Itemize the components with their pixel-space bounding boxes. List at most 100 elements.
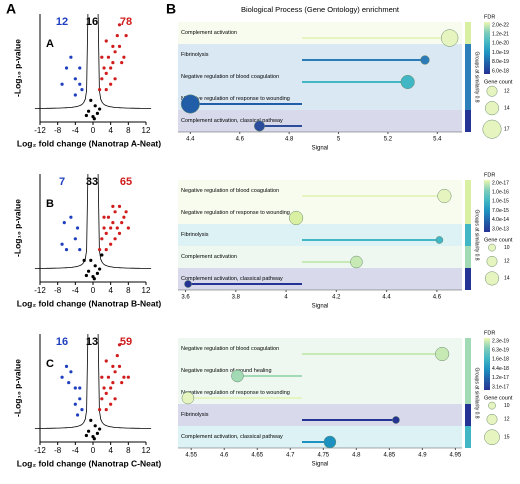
x-tick-label: 4.6 [433, 295, 442, 301]
point [73, 402, 77, 406]
point [89, 258, 93, 262]
point [75, 413, 80, 417]
count-label: 65 [120, 176, 132, 188]
point [111, 364, 115, 368]
category-text: Complement activation, classical pathway [181, 117, 283, 124]
point [122, 375, 126, 379]
legend-title: Gene count [484, 79, 513, 85]
point [117, 23, 122, 27]
x-tick-label: 8 [126, 446, 131, 455]
point [100, 253, 104, 257]
point [80, 88, 84, 92]
size-legend-label: 12 [504, 417, 510, 423]
count-label: 7 [59, 176, 65, 188]
category-label: Negative regulation of blood coagulation [181, 73, 280, 80]
point [95, 431, 100, 435]
point [82, 258, 86, 262]
point [115, 226, 119, 230]
size-legend-label: 10 [504, 403, 510, 409]
point [117, 343, 122, 347]
category-label: Fibrinolysis [181, 412, 209, 418]
x-tick-label: 0 [91, 126, 96, 135]
point [109, 66, 113, 70]
point [60, 82, 64, 86]
category-label: Complement activation, classical pathway [181, 433, 283, 440]
point [113, 210, 117, 214]
x-tick-label: -12 [34, 286, 46, 295]
point [109, 386, 113, 390]
x-tick-label: 12 [142, 446, 151, 455]
x-tick-label: 0 [91, 446, 96, 455]
size-legend-label: 12 [504, 259, 510, 265]
group-label: Groups at similarity 0.8 [474, 209, 480, 260]
point [106, 55, 111, 59]
point [117, 364, 122, 368]
category-text: Negative regulation of response to wound… [181, 389, 290, 396]
x-tick-label: 4.4 [382, 295, 391, 301]
legend-title: FDR [484, 14, 495, 20]
lollipop-head [184, 280, 192, 288]
point [84, 433, 88, 438]
category-text: Negative regulation of blood coagulation [181, 73, 280, 80]
lollipop-head [231, 369, 244, 383]
count-label: 16 [56, 336, 68, 348]
x-tick-label: 12 [142, 126, 151, 135]
legend-title: Gene count [484, 395, 513, 401]
group-bar [465, 110, 471, 132]
point [93, 104, 97, 108]
x-tick-label: 4.9 [418, 453, 427, 459]
size-legend-label: 12 [504, 89, 510, 95]
x-tick-label: -8 [54, 446, 62, 455]
point [69, 215, 73, 219]
x-tick-label: 8 [126, 286, 131, 295]
group-bar [465, 202, 471, 224]
point [104, 71, 108, 75]
point [109, 402, 113, 406]
point [117, 44, 122, 49]
y-axis-label: -Log₁₀ p-value [12, 39, 22, 97]
colorbar-label: 4.0e-14 [492, 217, 509, 223]
category-label: Negative regulation of response to wound… [181, 210, 290, 216]
colorbar-label: 4.4e-18 [492, 366, 509, 372]
point [111, 204, 115, 208]
point [104, 231, 108, 235]
category-label: Complement activation [181, 30, 237, 36]
colorbar [484, 338, 490, 390]
point [122, 215, 126, 219]
point [73, 77, 77, 81]
point [104, 391, 108, 395]
x-tick-label: 4.85 [384, 453, 396, 459]
category-text: Complement activation [181, 253, 237, 260]
x-tick-label: 4.7 [286, 453, 295, 459]
point [120, 221, 124, 225]
category-label: Negative regulation of wound healing [181, 368, 272, 374]
point [75, 226, 80, 230]
colorbar [484, 22, 490, 74]
lollipop-head [437, 188, 452, 204]
x-axis-label: Signal [312, 462, 329, 468]
y-axis-label: -Log₁₀ p-value [12, 199, 22, 257]
point [126, 226, 130, 230]
point [100, 237, 104, 241]
point [117, 204, 122, 208]
x-tick-label: 5.2 [384, 137, 393, 143]
lollipop-head [441, 29, 459, 47]
point [80, 408, 84, 412]
size-legend-circle [484, 101, 500, 116]
x-tick-label: 8 [126, 126, 131, 135]
category-text: Negative regulation of blood coagulation [181, 187, 280, 194]
point [86, 109, 91, 113]
category-label: Negative regulation of response to wound… [181, 96, 290, 102]
count-label: 33 [86, 176, 98, 188]
group-bar [465, 180, 471, 202]
category-text: Complement activation, classical pathway [181, 433, 283, 440]
point [69, 55, 73, 59]
x-axis-label: Log₂ fold change (Nanotrap A-Neat) [17, 138, 161, 148]
size-legend-label: 17 [504, 127, 510, 133]
threshold-curve [97, 333, 152, 429]
panel-label: C [46, 358, 54, 370]
count-label: 59 [120, 336, 132, 348]
group-bar [465, 66, 471, 88]
point [86, 269, 91, 273]
